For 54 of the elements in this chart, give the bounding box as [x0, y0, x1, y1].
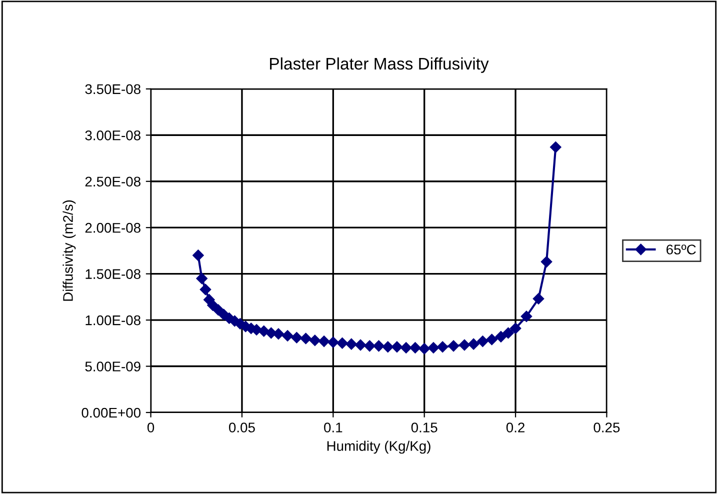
point: [502, 327, 514, 339]
x-tick-label: 0.25: [594, 422, 620, 432]
point: [272, 328, 284, 340]
chart-title: Plaster Plater Mass Diffusivity: [270, 57, 489, 73]
point: [448, 340, 460, 352]
point: [354, 339, 366, 351]
point: [477, 336, 488, 347]
x-tick-label: 0.05: [228, 422, 255, 432]
point: [532, 293, 544, 304]
point: [486, 334, 498, 346]
x-tick-label: 0.2: [506, 422, 524, 432]
y-tick-label: 1.00E-08: [86, 315, 140, 326]
point: [400, 342, 412, 354]
legend-label: 65ºC: [666, 244, 696, 254]
point: [346, 338, 357, 350]
point: [212, 304, 224, 316]
point: [200, 284, 212, 296]
point: [196, 272, 208, 284]
point: [373, 340, 384, 352]
point: [336, 338, 348, 349]
point: [391, 341, 403, 352]
y-tick-label: 3.00E-08: [85, 130, 140, 140]
point: [258, 326, 270, 337]
point: [364, 340, 376, 352]
point: [309, 334, 321, 346]
y-tick-label: 1.50E-08: [86, 269, 140, 279]
y-tick-label: 2.00E-08: [85, 222, 140, 233]
point: [510, 322, 522, 334]
point: [192, 250, 204, 261]
point: [495, 331, 507, 342]
point: [282, 330, 294, 342]
point: [436, 341, 448, 352]
point: [291, 332, 302, 344]
y-tick-label: 0.00E+00: [82, 408, 141, 418]
point: [520, 310, 532, 322]
x-tick-label: 0.15: [411, 422, 438, 432]
y-tick-label: 5.00E-09: [85, 362, 140, 372]
point: [328, 336, 339, 348]
x-tick-label: 0: [147, 422, 154, 432]
x-tick-label: 0.1: [324, 422, 342, 432]
point: [540, 256, 552, 268]
y-axis-title: Diffusivity (m2/s): [62, 200, 76, 301]
y-tick-label: 2.50E-08: [85, 176, 140, 187]
y-tick-label: 3.50E-08: [85, 84, 140, 94]
point: [318, 336, 330, 347]
point: [468, 338, 480, 350]
point: [418, 343, 430, 354]
point: [410, 342, 421, 354]
point: [458, 339, 470, 351]
point: [300, 332, 312, 344]
x-axis-title: Humidity (Kg/Kg): [327, 440, 430, 454]
point: [550, 142, 562, 153]
point: [428, 342, 440, 354]
point: [382, 341, 394, 352]
